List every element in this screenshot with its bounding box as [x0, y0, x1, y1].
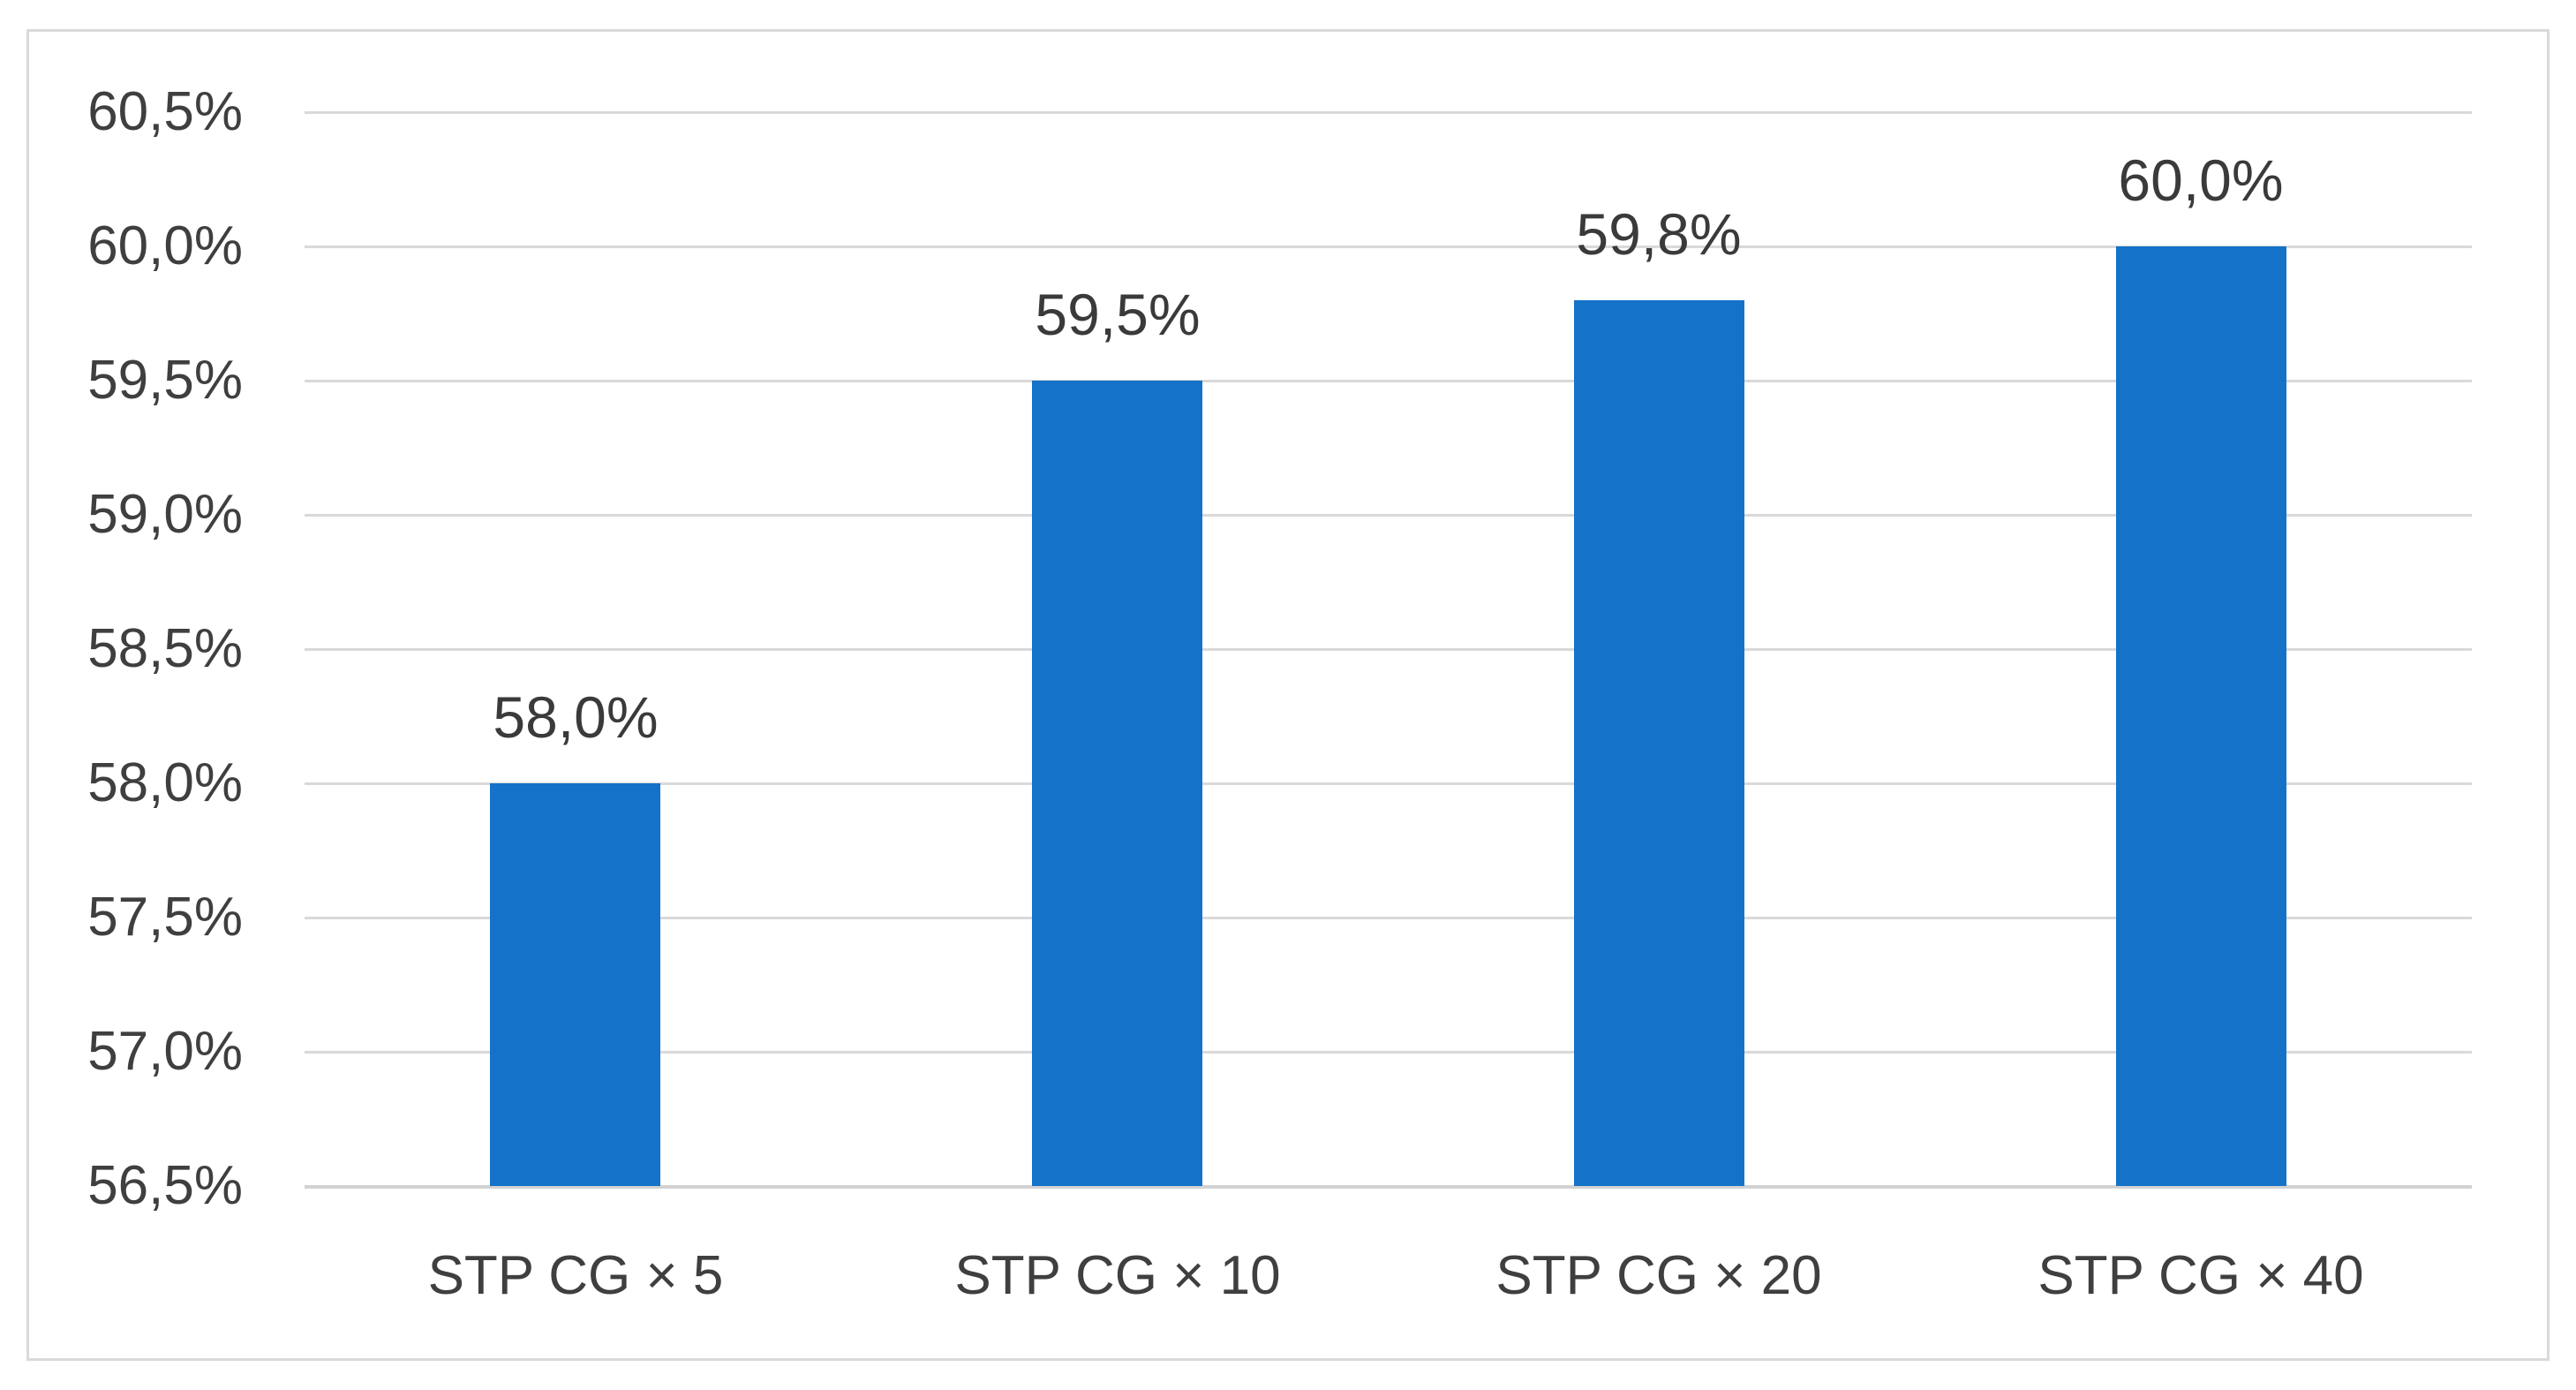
gridline [305, 917, 2472, 919]
x-axis-category-label: STP CG × 10 [954, 1245, 1281, 1306]
gridline [305, 648, 2472, 651]
bar [1032, 381, 1202, 1186]
bar [1574, 300, 1744, 1186]
gridline [305, 1185, 2472, 1189]
gridline [305, 380, 2472, 382]
gridline [305, 514, 2472, 517]
gridline [305, 111, 2472, 114]
gridline [305, 246, 2472, 248]
x-axis-category-label: STP CG × 20 [1495, 1245, 1822, 1306]
bar-value-label: 60,0% [2118, 147, 2284, 213]
bar-value-label: 59,5% [1035, 282, 1201, 347]
y-axis-tick-label: 58,0% [87, 752, 243, 813]
bar [2116, 246, 2286, 1186]
bar [490, 783, 660, 1186]
gridline [305, 782, 2472, 785]
y-axis-tick-label: 56,5% [87, 1155, 243, 1216]
x-axis-category-label: STP CG × 40 [2037, 1245, 2364, 1306]
y-axis-tick-label: 59,0% [87, 484, 243, 545]
y-axis-tick-label: 60,5% [87, 81, 243, 142]
y-axis-tick-label: 57,0% [87, 1021, 243, 1082]
y-axis-tick-label: 60,0% [87, 215, 243, 276]
y-axis-tick-label: 57,5% [87, 887, 243, 948]
bar-value-label: 59,8% [1576, 201, 1742, 267]
y-axis-tick-label: 58,5% [87, 618, 243, 679]
gridline [305, 1051, 2472, 1054]
bar-value-label: 58,0% [493, 684, 659, 750]
x-axis-category-label: STP CG × 5 [427, 1245, 724, 1306]
y-axis-tick-label: 59,5% [87, 350, 243, 411]
